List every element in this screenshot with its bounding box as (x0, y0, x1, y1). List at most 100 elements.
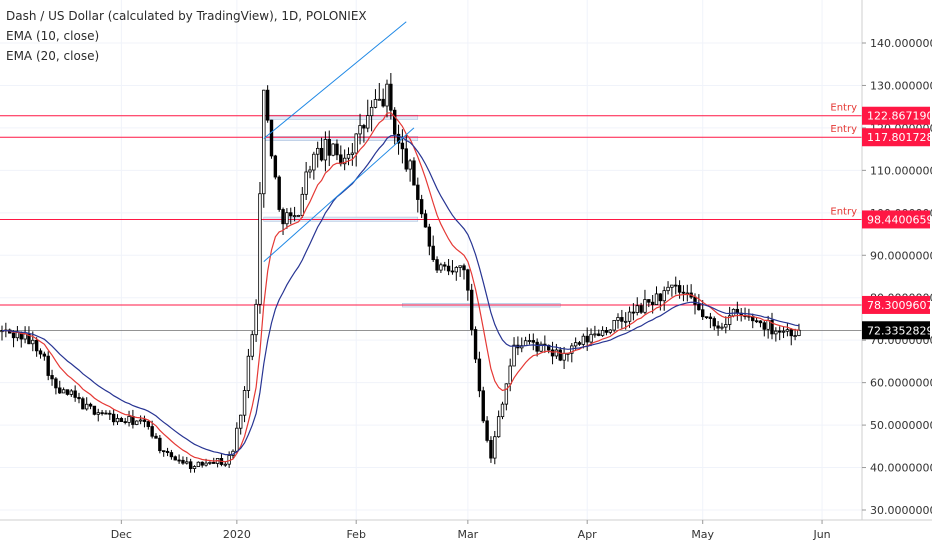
candle-body (258, 193, 262, 305)
y-tick-label: 60.00000000 (870, 377, 932, 390)
candle-body (389, 83, 393, 111)
candle-body (212, 461, 216, 464)
candle-body (31, 339, 35, 345)
candle-body (373, 99, 378, 108)
candle-body (600, 330, 605, 336)
candle-body (712, 318, 716, 327)
candle-body (169, 452, 174, 458)
candle-body (781, 330, 786, 333)
candle-body (473, 329, 478, 360)
candle-body (323, 139, 328, 161)
candle-body (635, 305, 639, 313)
candle-body (643, 299, 647, 313)
candle-body (446, 265, 451, 272)
horizontal-levels[interactable]: Entry Entry Entry (0, 103, 862, 331)
candle-body (462, 265, 466, 271)
candle-body (404, 148, 408, 170)
y-tick-label: 90.00000000 (870, 249, 932, 262)
candle-body (385, 83, 389, 107)
candle-body (674, 284, 678, 287)
candle-body (127, 416, 131, 423)
x-tick-label: Dec (111, 528, 132, 541)
candle-body (647, 299, 651, 303)
candle-body (720, 326, 724, 329)
candle-body (173, 456, 177, 461)
candle-body (439, 264, 443, 271)
candle-body (100, 412, 104, 415)
trend-line-lower[interactable] (263, 127, 415, 263)
candle-body (208, 461, 212, 464)
candle-body (265, 89, 270, 121)
candle-body (708, 316, 713, 319)
candle-body (242, 390, 247, 416)
candle-body (73, 390, 77, 398)
trend-channel[interactable] (263, 21, 415, 263)
candle-body (423, 213, 428, 228)
candle-body (419, 199, 424, 215)
candle-body (277, 176, 281, 210)
y-tick-label: 110.00000000 (870, 164, 932, 177)
candle-body (188, 461, 193, 469)
x-tick-label: Jun (812, 528, 830, 541)
candle-body (481, 390, 485, 422)
candle-body (342, 157, 347, 165)
trend-line-upper[interactable] (263, 21, 407, 139)
candle-body (631, 311, 636, 314)
candle-body (85, 403, 89, 410)
candle-body (573, 342, 578, 347)
x-tick-label: Apr (578, 528, 598, 541)
candle-body (369, 106, 374, 117)
candle-body (469, 289, 474, 330)
candle-body (61, 389, 66, 394)
y-tick-label: 140.00000000 (870, 37, 932, 50)
candle-body (400, 142, 405, 150)
candle-body (670, 284, 674, 288)
candle-body (485, 420, 489, 441)
ema20-line (2, 134, 800, 456)
price-tag-entry-3 (862, 210, 930, 229)
candle-body (624, 320, 628, 323)
entry-label: Entry (830, 124, 857, 135)
candle-body (774, 330, 778, 335)
candle-body (331, 143, 335, 156)
candle-body (315, 147, 320, 155)
candle-body (154, 435, 158, 439)
candle-body (396, 133, 401, 144)
time-axis[interactable]: Dec 2020 Feb Mar Apr May Jun (111, 520, 831, 541)
chart-legend: Dash / US Dollar (calculated by TradingV… (6, 6, 367, 66)
candle-body (724, 324, 728, 328)
candle-body (300, 193, 304, 216)
price-tag-entry-1 (862, 106, 930, 125)
candle-body (758, 320, 763, 324)
candle-body (681, 291, 686, 294)
candle-body (693, 296, 697, 305)
candle-body (15, 332, 20, 339)
candle-body (658, 293, 663, 302)
candle-body (88, 403, 93, 407)
candle-body (135, 420, 139, 425)
price-tags: 122.86719050 117.80172835 98.44006593 78.30… (862, 106, 932, 340)
y-tick-label: 130.00000000 (870, 79, 932, 92)
candle-body (562, 353, 566, 361)
candle-body (65, 389, 70, 395)
candle-body (346, 154, 351, 159)
candle-body (200, 461, 204, 466)
candle-body (458, 265, 462, 268)
candle-body (762, 322, 766, 330)
candle-body (435, 259, 439, 271)
candle-body (142, 419, 147, 422)
candle-body (319, 147, 324, 161)
candle-body (34, 339, 39, 352)
candle-body (119, 418, 124, 422)
candle-body (81, 398, 85, 410)
x-tick-label: 2020 (223, 528, 251, 541)
x-tick-label: Feb (346, 528, 365, 541)
price-tag-label: 98.44006593 (867, 213, 932, 226)
candle-body (111, 413, 116, 423)
candle-body (304, 171, 308, 195)
candle-body (246, 355, 251, 391)
candle-body (408, 160, 412, 170)
candle-body (512, 344, 516, 367)
candle-body (185, 461, 189, 464)
